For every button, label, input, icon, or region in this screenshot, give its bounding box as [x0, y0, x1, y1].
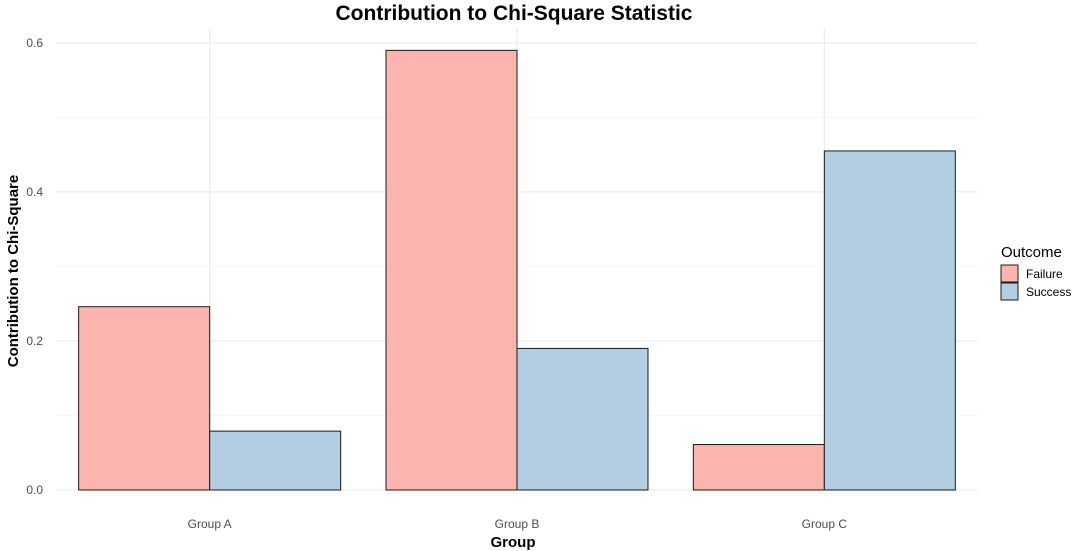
bar-group-c-failure: [692, 444, 825, 491]
legend-title: Outcome: [1001, 244, 1062, 261]
y-tick-label: 0.4: [26, 185, 43, 199]
y-axis-title: Contribution to Chi-Square: [5, 175, 22, 367]
y-tick-label: 0.0: [26, 483, 43, 497]
legend: Outcome Failure Success: [1000, 244, 1071, 301]
legend-key-failure: [1000, 264, 1019, 283]
y-axis-ticks: 0.0 0.2 0.4 0.6: [26, 36, 43, 497]
legend-label-failure: Failure: [1026, 267, 1063, 281]
legend-label-success: Success: [1026, 285, 1071, 299]
x-tick-label: Group A: [188, 517, 232, 531]
x-tick-label: Group C: [802, 517, 848, 531]
bars: [78, 49, 956, 491]
y-tick-label: 0.6: [26, 36, 43, 50]
bar-group-c-success: [823, 150, 956, 491]
bar-group-b-failure: [385, 49, 518, 491]
x-axis-title: Group: [491, 534, 536, 551]
bar-group-a-success: [209, 430, 342, 491]
chart-title: Contribution to Chi-Square Statistic: [336, 2, 693, 25]
bar-group-b-success: [516, 347, 649, 491]
y-tick-label: 0.2: [26, 334, 43, 348]
bar-group-a-failure: [78, 306, 211, 491]
x-axis-ticks: Group A Group B Group C: [188, 517, 848, 531]
legend-key-success: [1000, 282, 1019, 301]
x-tick-label: Group B: [495, 517, 540, 531]
